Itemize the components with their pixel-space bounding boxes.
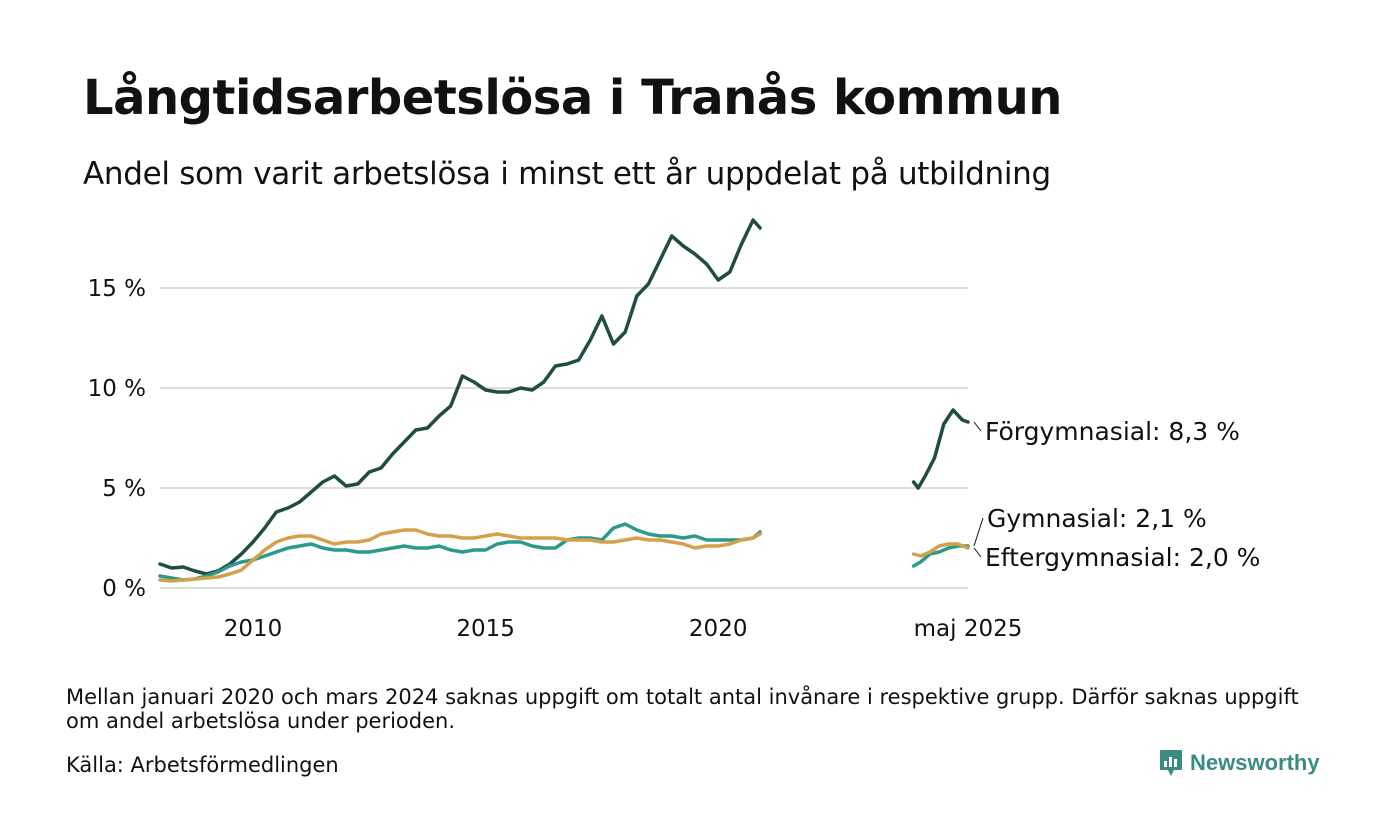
leader-line xyxy=(973,547,982,558)
x-tick-label: 2020 xyxy=(689,616,748,642)
end-label-eftergymnasial: Eftergymnasial: 2,0 % xyxy=(985,543,1260,572)
chart-title: Långtidsarbetslösa i Tranås kommun xyxy=(83,70,1062,126)
newsworthy-logo-icon xyxy=(1160,750,1182,776)
x-tick-label: 2015 xyxy=(456,616,515,642)
chart-subtitle: Andel som varit arbetslösa i minst ett å… xyxy=(83,156,1051,192)
source-text: Källa: Arbetsförmedlingen xyxy=(66,753,339,777)
y-tick-label: 5 % xyxy=(102,476,146,502)
brand-name: Newsworthy xyxy=(1190,750,1320,775)
series-line-eftergymnasial xyxy=(911,542,970,558)
y-tick-label: 15 % xyxy=(88,276,146,302)
line-chart: 0 % 5 % 10 % 15 % 2010 2015 2020 maj 2025 Förg… xyxy=(88,218,1260,642)
series-line-eftergymnasial xyxy=(158,528,762,583)
leader-line xyxy=(973,517,984,547)
series-lines xyxy=(158,218,970,583)
series-line-gymnasial xyxy=(911,544,970,568)
x-axis-ticks: 2010 2015 2020 maj 2025 xyxy=(224,616,1023,642)
y-axis-ticks: 0 % 5 % 10 % 15 % xyxy=(88,276,146,602)
x-tick-label: 2010 xyxy=(224,616,283,642)
y-tick-label: 10 % xyxy=(88,376,146,402)
gridlines xyxy=(160,287,968,589)
y-tick-label: 0 % xyxy=(102,576,146,602)
series-end-labels: Förgymnasial: 8,3 % Gymnasial: 2,1 % Efter… xyxy=(973,417,1260,572)
x-tick-label: maj 2025 xyxy=(914,616,1023,642)
series-line-förgymnasial xyxy=(911,408,970,490)
newsworthy-logo[interactable]: Newsworthy xyxy=(1158,746,1320,780)
series-line-gymnasial xyxy=(158,522,762,582)
leader-line xyxy=(973,421,982,432)
end-label-förgymnasial: Förgymnasial: 8,3 % xyxy=(985,417,1240,446)
series-line-förgymnasial xyxy=(158,218,762,576)
footnote: Mellan januari 2020 och mars 2024 saknas… xyxy=(66,685,1299,733)
end-label-gymnasial: Gymnasial: 2,1 % xyxy=(987,504,1207,533)
